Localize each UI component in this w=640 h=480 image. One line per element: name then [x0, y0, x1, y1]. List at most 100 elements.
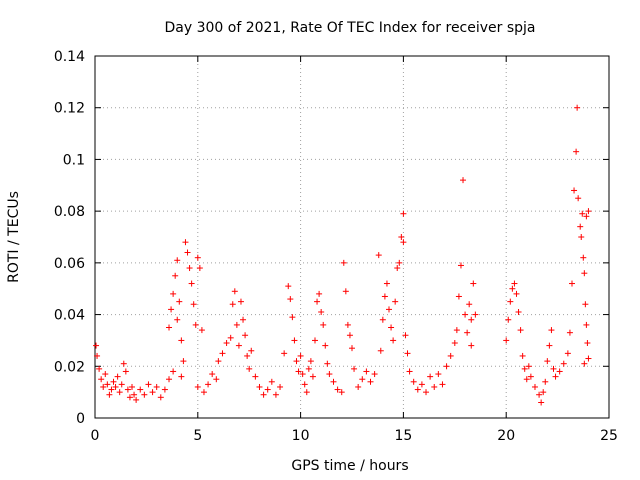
- data-point: [297, 352, 304, 359]
- data-point: [527, 373, 534, 380]
- data-point: [281, 350, 288, 357]
- data-point: [351, 365, 358, 372]
- data-point: [585, 355, 592, 362]
- data-point: [248, 347, 255, 354]
- data-point: [291, 337, 298, 344]
- y-tick-label: 0.14: [54, 49, 85, 65]
- data-point: [100, 383, 107, 390]
- y-axis-label: ROTI / TECUs: [6, 191, 22, 283]
- y-tick-label: 0.06: [54, 256, 85, 272]
- y-tick-label: 0.1: [63, 152, 85, 168]
- data-point: [231, 288, 238, 295]
- data-point: [118, 381, 125, 388]
- data-point: [431, 383, 438, 390]
- data-point: [472, 311, 479, 318]
- data-point: [149, 389, 156, 396]
- data-point: [546, 342, 553, 349]
- ticks-layer: 0 5 10 15 20 25 0 0.02 0.04 0.06 0.08 0.1 0.12 0.14: [54, 49, 618, 444]
- data-point: [314, 298, 321, 305]
- data-point: [96, 365, 103, 372]
- data-point: [233, 321, 240, 328]
- data-point: [507, 298, 514, 305]
- data-point: [324, 360, 331, 367]
- data-point: [538, 399, 545, 406]
- x-tick-label: 5: [193, 428, 202, 444]
- data-point: [468, 316, 475, 323]
- data-point: [359, 376, 366, 383]
- data-point: [157, 394, 164, 401]
- data-point: [582, 301, 589, 308]
- data-point: [182, 239, 189, 246]
- data-point: [229, 301, 236, 308]
- data-point: [579, 210, 586, 217]
- data-point: [285, 283, 292, 290]
- data-point: [114, 373, 121, 380]
- data-point: [172, 272, 179, 279]
- data-point: [200, 389, 207, 396]
- data-point: [392, 298, 399, 305]
- data-point: [414, 386, 421, 393]
- data-point: [174, 316, 181, 323]
- data-point: [188, 280, 195, 287]
- data-point: [116, 389, 123, 396]
- data-point: [435, 371, 442, 378]
- data-point: [178, 337, 185, 344]
- data-point: [402, 332, 409, 339]
- data-point: [470, 280, 477, 287]
- data-point: [264, 386, 271, 393]
- data-point: [580, 254, 587, 261]
- data-point: [379, 316, 386, 323]
- x-tick-label: 15: [394, 428, 412, 444]
- data-point: [153, 383, 160, 390]
- data-point: [307, 358, 314, 365]
- data-point: [334, 386, 341, 393]
- data-point: [131, 391, 138, 398]
- data-point: [462, 311, 469, 318]
- data-point: [367, 378, 374, 385]
- data-point: [447, 352, 454, 359]
- data-point: [544, 358, 551, 365]
- data-point: [272, 391, 279, 398]
- data-point: [168, 306, 175, 313]
- data-point: [318, 308, 325, 315]
- grid-layer: [95, 56, 609, 418]
- data-point: [346, 332, 353, 339]
- data-point: [299, 371, 306, 378]
- data-point: [410, 378, 417, 385]
- data-point: [571, 187, 578, 194]
- data-point: [342, 288, 349, 295]
- data-point: [237, 298, 244, 305]
- data-point: [240, 316, 247, 323]
- data-point: [141, 391, 148, 398]
- data-point: [418, 381, 425, 388]
- y-tick-label: 0.04: [54, 308, 85, 324]
- data-point: [542, 378, 549, 385]
- data-point: [235, 342, 242, 349]
- data-point: [427, 373, 434, 380]
- data-point: [102, 371, 109, 378]
- data-point: [268, 378, 275, 385]
- data-point: [453, 327, 460, 334]
- data-point: [338, 389, 345, 396]
- data-point: [293, 358, 300, 365]
- data-point: [400, 239, 407, 246]
- data-point: [129, 383, 136, 390]
- data-point: [120, 360, 127, 367]
- data-point: [455, 293, 462, 300]
- data-point: [122, 368, 129, 375]
- data-point: [511, 280, 518, 287]
- data-point: [190, 301, 197, 308]
- data-point: [316, 290, 323, 297]
- data-point: [519, 352, 526, 359]
- data-point: [513, 290, 520, 297]
- data-point: [556, 368, 563, 375]
- data-point: [388, 324, 395, 331]
- data-point: [468, 342, 475, 349]
- data-point: [295, 368, 302, 375]
- data-point: [536, 391, 543, 398]
- data-point: [166, 376, 173, 383]
- data-point: [581, 270, 588, 277]
- data-point: [525, 363, 532, 370]
